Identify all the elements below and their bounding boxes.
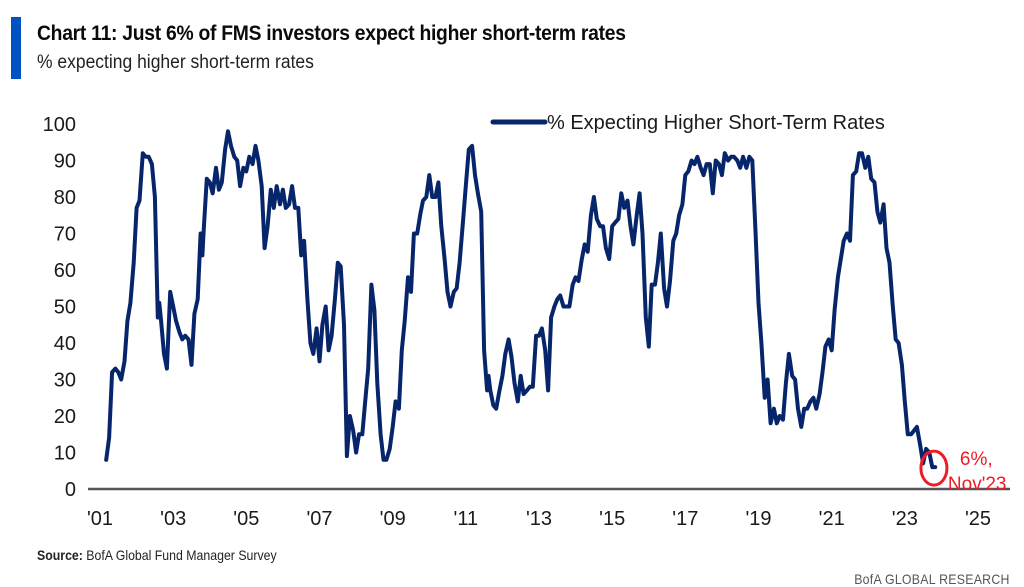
- y-tick-label: 60: [54, 260, 76, 282]
- x-tick-label: '05: [233, 508, 259, 530]
- y-tick-label: 70: [54, 224, 76, 246]
- x-tick-label: '19: [745, 508, 771, 530]
- y-tick-label: 90: [54, 151, 76, 173]
- x-tick-label: '21: [819, 508, 845, 530]
- x-tick-label: '03: [160, 508, 186, 530]
- brand-label: BofA GLOBAL RESEARCH: [854, 571, 1010, 587]
- legend-label: % Expecting Higher Short-Term Rates: [547, 112, 885, 134]
- x-tick-label: '23: [892, 508, 918, 530]
- annotation: 6%, Nov'23: [919, 449, 1007, 495]
- x-tick-label: '09: [380, 508, 406, 530]
- y-tick-label: 20: [54, 406, 76, 428]
- y-tick-label: 0: [65, 479, 76, 501]
- y-tick-label: 30: [54, 370, 76, 392]
- annotation-text-value: 6%,: [960, 449, 993, 470]
- chart-subtitle: % expecting higher short-term rates: [37, 52, 314, 73]
- legend: % Expecting Higher Short-Term Rates: [490, 112, 885, 134]
- y-tick-label: 40: [54, 333, 76, 355]
- x-tick-label: '25: [965, 508, 991, 530]
- source-text: BofA Global Fund Manager Survey: [86, 547, 277, 563]
- y-tick-label: 100: [43, 114, 76, 136]
- x-tick-label: '17: [672, 508, 698, 530]
- x-tick-label: '11: [454, 508, 479, 530]
- source-note: Source: BofA Global Fund Manager Survey: [37, 547, 277, 563]
- y-tick-label: 10: [54, 443, 76, 465]
- chart-title: Chart 11: Just 6% of FMS investors expec…: [37, 22, 626, 45]
- series-line: [104, 129, 938, 470]
- x-tick-label: '07: [306, 508, 332, 530]
- annotation-circle: [919, 449, 949, 487]
- x-tick-label: '01: [87, 508, 113, 530]
- y-tick-label: 50: [54, 297, 76, 319]
- title-accent-bar: [11, 17, 21, 79]
- x-tick-label: '13: [526, 508, 552, 530]
- y-tick-label: 80: [54, 187, 76, 209]
- source-label: Source:: [37, 547, 83, 563]
- series-group: [104, 129, 938, 470]
- annotation-text-date: Nov'23: [948, 474, 1007, 495]
- y-axis-ticks: 0 10 20 30 40 50 60 70 80 90 100: [43, 114, 76, 501]
- x-axis-ticks: '01 '03 '05 '07 '09 '11 '13 '15 '17 '19 '21 '23 '25: [87, 508, 991, 530]
- x-tick-label: '15: [599, 508, 625, 530]
